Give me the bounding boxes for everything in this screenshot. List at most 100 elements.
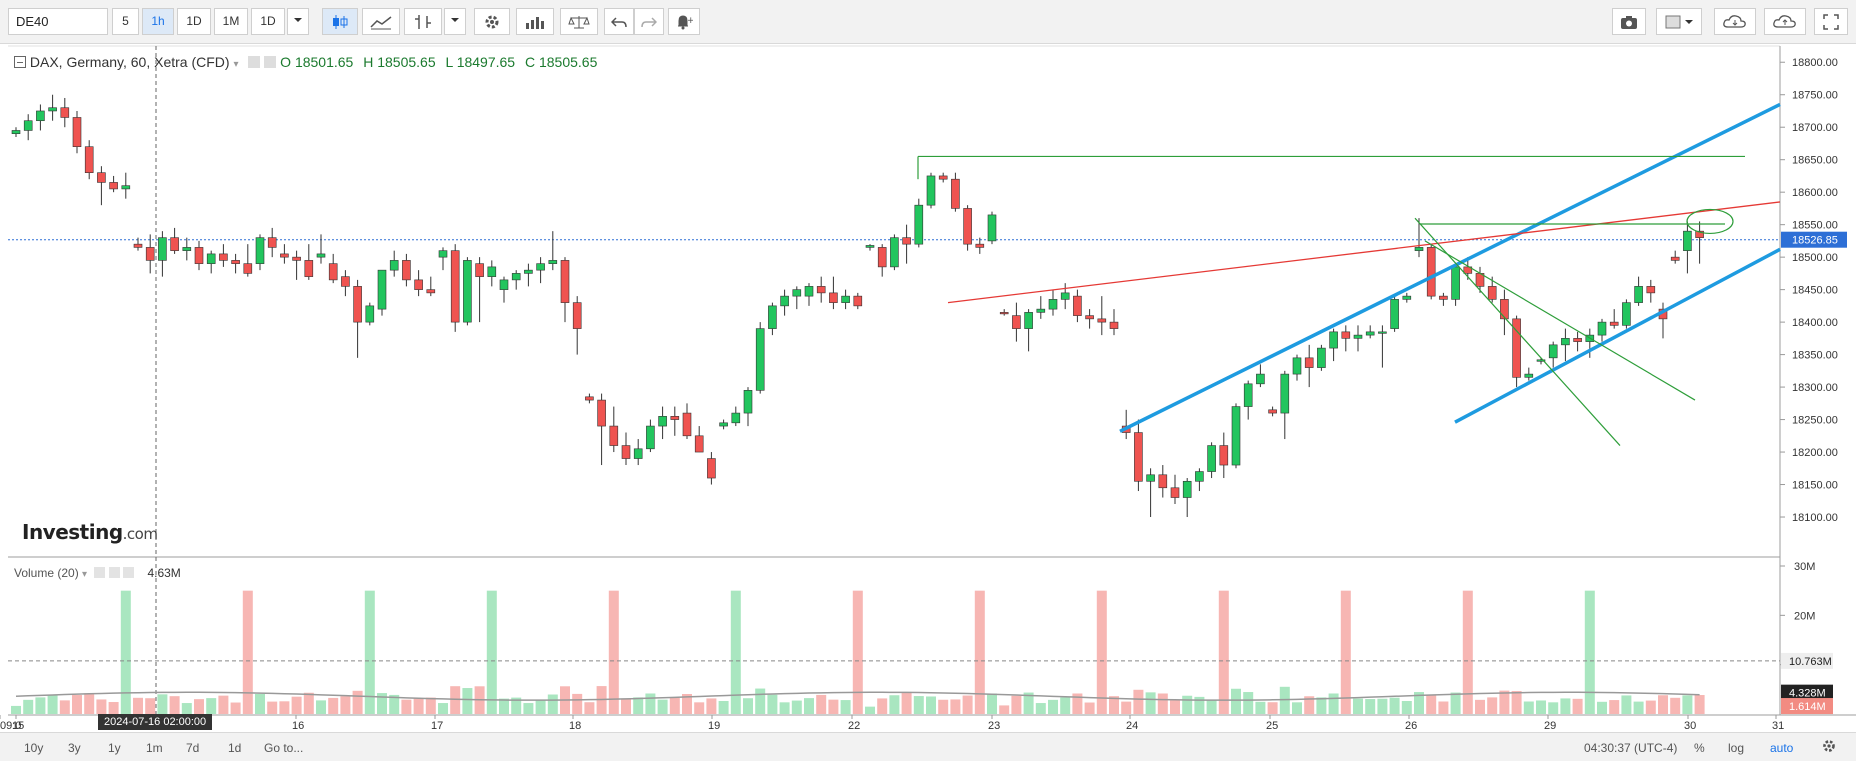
candle-body xyxy=(926,175,936,206)
range-3y-button[interactable]: 3y xyxy=(68,741,81,755)
volume-sma-badge xyxy=(1781,684,1833,701)
volume-dropdown-icon[interactable]: ▾ xyxy=(82,569,88,580)
range-1y-button[interactable]: 1y xyxy=(108,741,121,755)
volume-bar xyxy=(1292,702,1302,714)
layout-button[interactable] xyxy=(1656,8,1702,35)
interval-1m-button[interactable]: 1M xyxy=(214,8,248,35)
fullscreen-button[interactable] xyxy=(1814,8,1848,35)
volume-bar xyxy=(1194,696,1205,714)
volume-bar xyxy=(1231,688,1241,714)
legend-visibility-icon[interactable] xyxy=(248,56,261,68)
candle-body xyxy=(1597,321,1607,336)
candle-body xyxy=(1561,338,1570,346)
volume-bar xyxy=(840,700,851,714)
collapse-icon[interactable] xyxy=(14,56,26,68)
symbol-input[interactable]: DE40 xyxy=(8,8,108,35)
candle-body xyxy=(1329,331,1338,349)
legend-dropdown-icon[interactable]: ▾ xyxy=(233,59,239,70)
interval-1d-custom-button[interactable]: 1D xyxy=(251,8,285,35)
time-tick-label: 24 xyxy=(1126,720,1138,732)
candle-body xyxy=(829,292,838,303)
volume-bar xyxy=(1560,698,1571,714)
settings-button[interactable] xyxy=(474,8,510,35)
undo-button[interactable] xyxy=(604,8,634,35)
volume-tick-label: 20M xyxy=(1794,610,1815,622)
candle-body xyxy=(1195,471,1204,482)
range-1d-button[interactable]: 1d xyxy=(228,741,242,755)
volume-bar xyxy=(889,695,900,714)
legend-settings-icon[interactable] xyxy=(264,56,277,68)
volume-bar xyxy=(706,698,717,714)
time-axis[interactable]: 15 16 17 18 19 22 23 24 25 26 29 30 31 09:0 xyxy=(0,715,1784,732)
ohlc-open: O 18501.65 xyxy=(280,54,354,70)
compare-button[interactable] xyxy=(560,8,598,35)
price-tick-label: 18300.00 xyxy=(1792,382,1838,394)
candle-body xyxy=(280,253,289,258)
interval-1h-button[interactable]: 1h xyxy=(142,8,174,35)
volume-bar xyxy=(413,698,424,714)
volume-bar xyxy=(316,700,326,714)
candle-body xyxy=(743,390,753,414)
volume-bar xyxy=(584,702,595,714)
candle-body xyxy=(1256,373,1265,385)
range-1m-button[interactable]: 1m xyxy=(146,741,163,755)
interval-5-button[interactable]: 5 xyxy=(112,8,139,35)
percent-scale-toggle[interactable]: % xyxy=(1694,741,1705,755)
volume-bar xyxy=(1401,700,1412,714)
volume-bar xyxy=(743,698,753,714)
candle-body xyxy=(1426,247,1436,297)
indicators-button[interactable] xyxy=(516,8,554,35)
candle-body xyxy=(328,263,338,281)
volume-bar xyxy=(1597,701,1607,714)
alert-button[interactable]: + xyxy=(668,8,700,35)
range-7d-button[interactable]: 7d xyxy=(186,741,200,755)
candle-body xyxy=(1097,318,1107,323)
candle-body xyxy=(938,175,948,180)
volume-bar xyxy=(865,706,875,714)
log-scale-toggle[interactable]: log xyxy=(1728,741,1745,755)
volume-settings-icon[interactable] xyxy=(108,567,120,578)
volume-bar xyxy=(1060,697,1071,714)
candlestick-style-button[interactable] xyxy=(322,8,358,35)
candle-body xyxy=(1512,318,1521,378)
volume-visibility-icon[interactable] xyxy=(94,567,106,578)
candlestick-series xyxy=(11,94,1704,518)
volume-bar xyxy=(1572,698,1583,714)
candle-body xyxy=(1390,299,1399,329)
volume-bar xyxy=(486,590,497,714)
descending-line-1 xyxy=(1414,217,1621,446)
price-tick-label: 18500.00 xyxy=(1792,252,1838,264)
volume-bar xyxy=(23,699,34,714)
volume-bar xyxy=(1011,695,1022,714)
cloud-download-button[interactable] xyxy=(1714,8,1756,35)
candle-body xyxy=(23,120,33,131)
cloud-upload-button[interactable] xyxy=(1764,8,1806,35)
style-dropdown-button[interactable] xyxy=(444,8,466,35)
auto-scale-toggle[interactable]: auto xyxy=(1770,741,1794,755)
range-10y-button[interactable]: 10y xyxy=(24,741,44,755)
chart-settings-button[interactable] xyxy=(1822,739,1836,756)
volume-bar xyxy=(1682,695,1693,714)
volume-bar xyxy=(1133,689,1144,714)
candle-body xyxy=(865,245,875,248)
candle-body xyxy=(1402,295,1412,300)
candle-body xyxy=(1048,299,1058,310)
goto-button[interactable]: Go to... xyxy=(264,741,304,755)
interval-dropdown-button[interactable] xyxy=(287,8,309,35)
price-axis[interactable]: 18800.00 18750.00 18700.00 18650.00 18600.00… xyxy=(8,57,1847,524)
candle-body xyxy=(1317,347,1326,368)
volume-bar xyxy=(1414,692,1424,714)
volume-close-icon[interactable] xyxy=(123,567,135,578)
area-style-button[interactable] xyxy=(362,8,400,35)
bars-style-button[interactable] xyxy=(404,8,442,35)
redo-button[interactable] xyxy=(634,8,664,35)
volume-bar xyxy=(145,698,156,714)
interval-1d-button[interactable]: 1D xyxy=(177,8,211,35)
volume-bar xyxy=(181,703,192,714)
chart-canvas[interactable]: 18800.00 18750.00 18700.00 18650.00 18600.00… xyxy=(0,0,1856,732)
screenshot-button[interactable] xyxy=(1612,8,1646,35)
volume-bar xyxy=(303,692,314,714)
drawing-overlays[interactable] xyxy=(917,102,1781,446)
candle-body xyxy=(1634,286,1643,303)
price-tick-label: 18450.00 xyxy=(1792,285,1838,297)
